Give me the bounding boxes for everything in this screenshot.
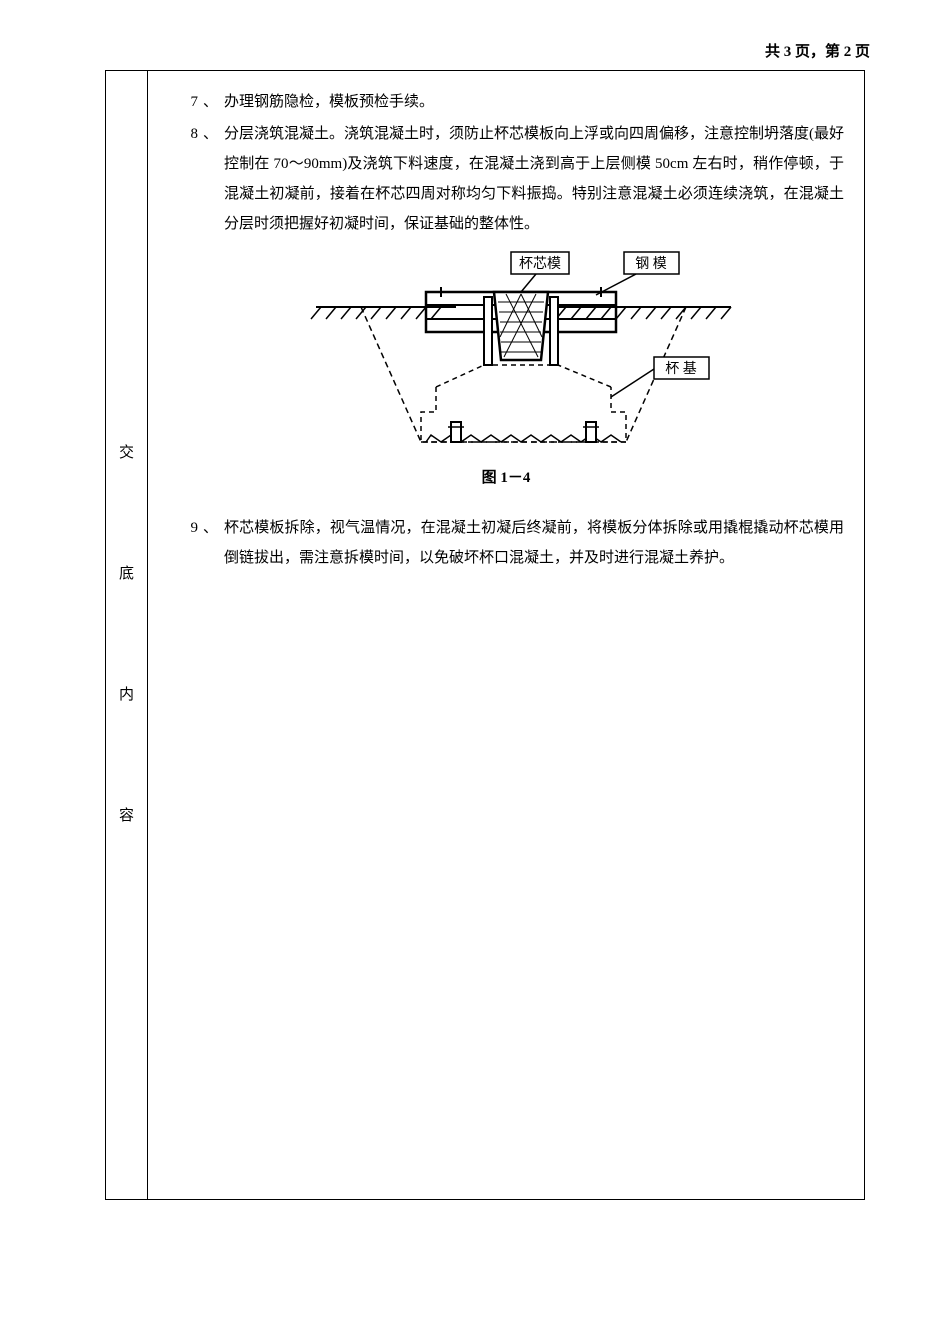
- item-separator: 、: [203, 513, 224, 573]
- list-item: 9 、 杯芯模板拆除，视气温情况，在混凝土初凝后终凝前，将模板分体拆除或用撬棍撬…: [168, 513, 844, 573]
- foundation-diagram: 杯芯模 钢 模 杯 基: [266, 247, 746, 457]
- sidebar-char: 底: [119, 562, 134, 583]
- svg-text:杯 基: 杯 基: [665, 360, 697, 377]
- item-number: 8: [168, 119, 203, 239]
- page-pagination: 共 3 页，第 2 页: [765, 40, 870, 61]
- sidebar-char: 交: [119, 441, 134, 462]
- svg-text:杯芯模: 杯芯模: [519, 256, 561, 272]
- sidebar-column: 交 底 内 容: [106, 71, 148, 1199]
- figure: 杯芯模 钢 模 杯 基 图 1－4: [168, 247, 844, 493]
- item-text: 分层浇筑混凝土。浇筑混凝土时，须防止杯芯模板向上浮或向四周偏移，注意控制坍落度(…: [224, 119, 844, 239]
- list-item: 7 、 办理钢筋隐检，模板预检手续。: [168, 87, 844, 117]
- item-text: 杯芯模板拆除，视气温情况，在混凝土初凝后终凝前，将模板分体拆除或用撬棍撬动杯芯模…: [224, 513, 844, 573]
- figure-caption: 图 1－4: [482, 463, 531, 493]
- list-item: 8 、 分层浇筑混凝土。浇筑混凝土时，须防止杯芯模板向上浮或向四周偏移，注意控制…: [168, 119, 844, 239]
- item-text: 办理钢筋隐检，模板预检手续。: [224, 87, 844, 117]
- item-separator: 、: [203, 87, 224, 117]
- svg-text:钢 模: 钢 模: [635, 256, 667, 272]
- item-number: 9: [168, 513, 203, 573]
- main-table: 交 底 内 容 7 、 办理钢筋隐检，模板预检手续。 8 、 分层浇筑混凝土。浇…: [105, 70, 865, 1200]
- item-number: 7: [168, 87, 203, 117]
- sidebar-char: 内: [119, 683, 134, 704]
- sidebar-char: 容: [119, 804, 134, 825]
- item-separator: 、: [203, 119, 224, 239]
- content-column: 7 、 办理钢筋隐检，模板预检手续。 8 、 分层浇筑混凝土。浇筑混凝土时，须防…: [148, 71, 864, 1199]
